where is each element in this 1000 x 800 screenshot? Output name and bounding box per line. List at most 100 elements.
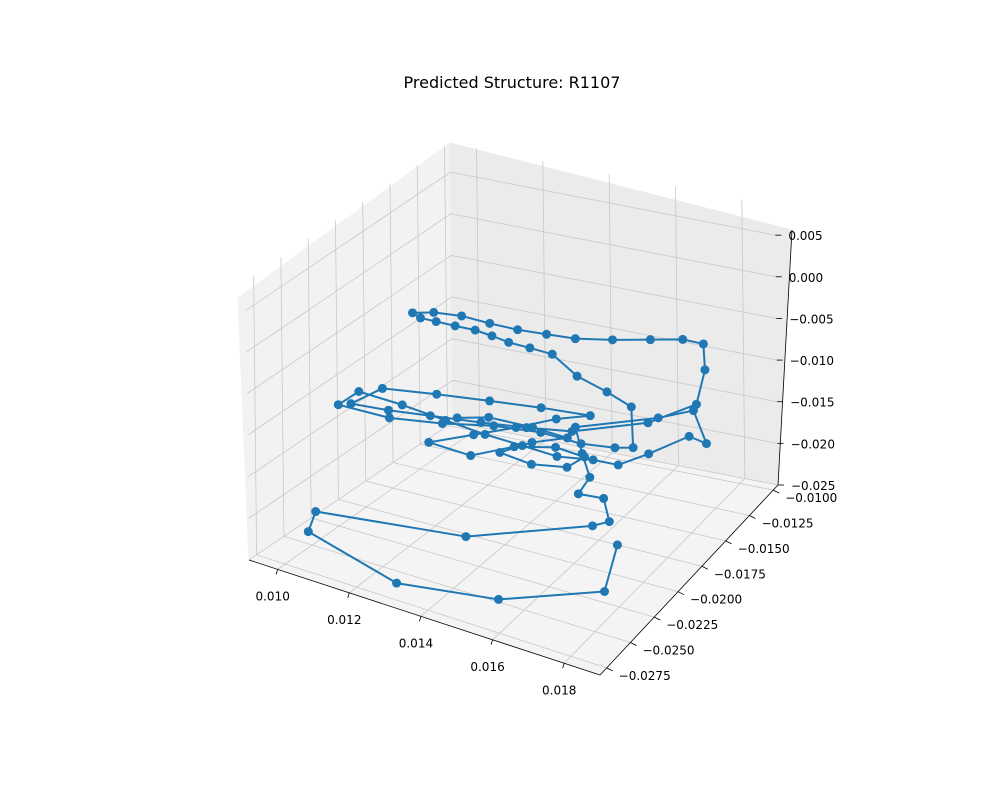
residue-point (354, 386, 364, 396)
residue-point (432, 389, 442, 399)
z-axis-line (777, 229, 793, 486)
residue-point (626, 402, 636, 412)
residue-point (562, 462, 572, 472)
chart-title: Predicted Structure: R1107 (404, 73, 621, 92)
residue-point (588, 455, 598, 465)
residue-point (511, 422, 521, 432)
z-tick-label: −0.015 (790, 396, 834, 410)
residue-point (425, 411, 435, 421)
residue-point (599, 587, 609, 597)
y-tick (677, 591, 685, 596)
residue-point (513, 325, 523, 335)
y-tick-label: −0.0125 (761, 516, 813, 530)
axis-lines (248, 229, 793, 676)
x-tick (275, 569, 279, 575)
residue-point (517, 441, 527, 451)
residue-point (698, 339, 708, 349)
residue-point (585, 411, 595, 421)
residue-point (610, 443, 620, 453)
residue-point (469, 430, 479, 440)
x-tick (419, 616, 422, 622)
residue-point (408, 308, 418, 318)
x-tick-label: 0.018 (542, 683, 576, 697)
residue-point (567, 426, 577, 436)
residue-point (701, 439, 711, 449)
x-tick-label: 0.010 (255, 589, 289, 603)
residue-point (485, 318, 495, 328)
y-tick (725, 540, 732, 545)
residue-point (604, 517, 614, 527)
residue-point (551, 414, 561, 424)
residue-point (383, 405, 393, 415)
z-tick-label: −0.010 (790, 354, 834, 368)
x-tick-label: 0.014 (399, 636, 433, 650)
residue-point (643, 418, 653, 428)
residue-point (527, 437, 537, 447)
residue-point (377, 383, 387, 393)
residue-point (470, 325, 480, 335)
y-tick (773, 489, 780, 494)
residue-point (700, 365, 710, 375)
tick-marks: 0.010 0.012 0.014 0.016 0.018 −0.0100 −0.0125 −… (255, 229, 837, 697)
residue-point (678, 334, 688, 344)
residue-point (431, 317, 441, 327)
y-tick-label: −0.0275 (619, 669, 671, 683)
y-tick (749, 515, 756, 519)
residue-point (424, 437, 434, 447)
residue-point (528, 422, 538, 432)
residue-point (653, 413, 663, 423)
residue-point (333, 400, 343, 410)
grid-line-z (248, 379, 778, 519)
grid-line-z (246, 171, 776, 311)
residue-point (494, 594, 504, 604)
residue-point (525, 343, 535, 353)
residue-point (612, 540, 622, 550)
residue-point (526, 459, 536, 469)
residue-point (397, 400, 407, 410)
residue-point (573, 489, 583, 499)
z-tick-label: −0.025 (791, 479, 835, 493)
residue-point (572, 371, 582, 381)
residue-point (303, 527, 313, 537)
x-tick (562, 663, 565, 669)
residue-point (645, 335, 655, 345)
residue-point (489, 421, 499, 431)
residue-point (552, 451, 562, 461)
y-tick-label: −0.0250 (642, 643, 694, 657)
residue-point (392, 578, 402, 588)
residue-point (457, 311, 467, 321)
residue-point (607, 335, 617, 345)
structure-trace (303, 307, 711, 604)
residue-point (551, 442, 561, 452)
residue-point (495, 447, 505, 457)
residue-point (644, 449, 654, 459)
y-tick-label: −0.0175 (714, 567, 766, 581)
residue-point (536, 403, 546, 413)
residue-point (384, 413, 394, 423)
residue-point (576, 439, 586, 449)
residue-point (585, 472, 595, 482)
residue-point (547, 349, 557, 359)
z-tick-label: −0.005 (789, 312, 833, 326)
z-tick-label: 0.000 (789, 271, 823, 285)
residue-point (346, 399, 356, 409)
residue-point (484, 412, 494, 422)
residue-point (450, 321, 460, 331)
residue-point (429, 307, 439, 317)
residue-point (509, 442, 519, 452)
residue-point (311, 507, 321, 517)
y-tick (630, 642, 637, 646)
residue-point (691, 399, 701, 409)
residue-point (562, 433, 572, 443)
residue-point (588, 521, 598, 531)
y-tick-label: −0.0100 (785, 491, 837, 505)
residue-point (599, 493, 609, 503)
residue-point (476, 417, 486, 427)
residue-point (613, 460, 623, 470)
z-tick-label: −0.020 (791, 437, 835, 451)
y-axis-line (599, 484, 779, 676)
residue-point (452, 413, 462, 423)
grid-line-z (247, 338, 778, 478)
x-tick-label: 0.016 (470, 660, 504, 674)
